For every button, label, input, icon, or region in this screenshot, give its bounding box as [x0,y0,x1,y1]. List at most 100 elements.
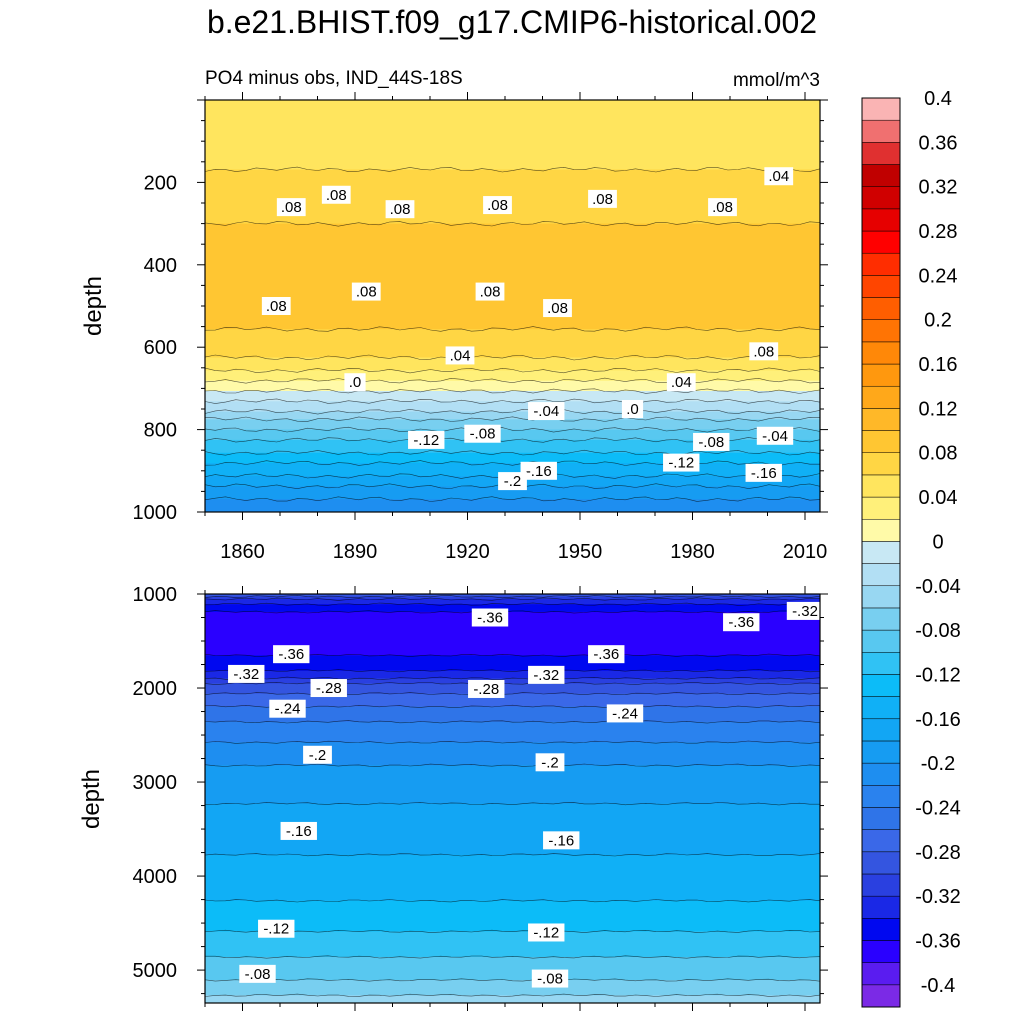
contour-band [205,604,820,613]
contour-line [205,449,820,456]
colorbar-box [861,607,901,631]
contour-label-text: -.16 [286,823,312,840]
contour-label: -.2 [303,745,332,764]
contour-line [205,802,820,806]
contour-line [205,426,820,433]
colorbar-box [861,452,901,476]
contour-label: .08 [708,198,737,217]
upper-axes: 1860 1890 1920 1950 1980 2010 200 400 600 800 1000 [133,92,828,563]
colorbar-box [861,873,901,897]
contour-line [205,597,820,601]
colorbar-box [861,984,901,1008]
contour-label-text: -.04 [533,403,559,420]
contour-label: -.2 [498,472,527,491]
colorbar-box [861,895,901,919]
contour-band [205,670,820,679]
contour-label: .08 [261,297,291,315]
contour-label-text: .08 [712,199,733,216]
contour-label: .0 [344,373,366,392]
colorbar-box [861,518,901,542]
contour-label-text: .08 [390,201,411,218]
contour-band [205,900,820,933]
contour-label: -.08 [239,964,276,983]
colorbar-tick-label: 0.24 [919,265,958,287]
contour-label-text: .08 [326,187,347,204]
colorbar-tick-label: -0.36 [915,930,961,952]
upper-panel-title: PO4 minus obs, IND_44S-18S [205,68,463,89]
contour-label: -.04 [756,426,794,445]
contour-label: -.08 [531,969,569,988]
contour-label-text: -.28 [473,681,499,698]
upper-y-axis-label: depth [80,276,107,336]
contour-label: .08 [321,185,351,204]
colorbar-tick-label: -0.32 [915,886,961,908]
upper-panel-units: mmol/m^3 [733,70,820,91]
contour-line [205,955,820,959]
colorbar-box [861,718,901,742]
colorbar-box [861,385,901,409]
contour-band [205,452,820,464]
colorbar-box [861,918,901,941]
contour-label: .04 [764,167,794,186]
contour-label: -.32 [786,601,824,620]
colorbar-tick-label: 0.4 [924,88,952,110]
colorbar-box [861,275,901,298]
contour-label: .0 [621,400,644,418]
contour-label-text: .08 [480,284,501,301]
contour-band [205,380,820,392]
contour-label-text: -.12 [263,921,289,938]
colorbar-box [861,851,901,875]
lower-contour-lines [205,594,820,997]
contour-label: -.32 [228,664,265,683]
x-tick-label: 1890 [333,541,378,563]
colorbar-tick-label: 0.32 [919,177,958,199]
colorbar-tick-label: -0.04 [915,576,961,598]
contour-label-text: .0 [626,401,639,418]
contour-band [205,742,820,766]
contour-label-text: -.32 [792,603,818,620]
lower-plot-frame [204,593,821,1004]
contour-band [205,678,820,685]
contour-label-text: -.12 [413,432,439,449]
contour-label: -.12 [408,430,445,449]
colorbar-box [861,430,901,453]
contour-label-text: -.36 [477,610,503,627]
contour-label: -.12 [663,453,700,472]
colorbar-tick-label: -0.16 [915,709,961,731]
colorbar-box [861,674,901,697]
upper-contour-labels: .08 .08 .08 .08 .08 .08 .04 .08 .08 .08 .08 .08 .04.… [261,167,794,491]
colorbar-tick-label: -0.28 [915,842,961,864]
colorbar-box [861,142,901,165]
contour-label-text: .08 [547,300,568,317]
contour-label: -.16 [543,831,580,850]
colorbar-box [861,829,901,853]
colorbar-box [861,807,901,830]
contour-label: -.24 [269,699,306,718]
contour-band [205,357,820,371]
contour-label-text: .08 [753,343,774,360]
contour-label: -.16 [745,463,782,482]
contour-line [205,602,820,606]
colorbar-box [861,208,901,232]
contour-line [205,669,820,673]
contour-label-text: -.28 [316,680,342,697]
contour-line [205,496,820,502]
contour-line [205,853,820,857]
contour-label-text: -.08 [537,971,563,988]
contour-label-text: -.12 [668,455,694,472]
contour-line [205,740,820,744]
contour-band [205,594,820,598]
contour-band [205,693,820,708]
colorbar-box [861,408,901,431]
colorbar-box [861,785,901,808]
colorbar-box [861,629,901,653]
contour-band [205,931,820,958]
contour-line [205,408,820,415]
contour-line [205,388,820,394]
contour-label: .08 [385,200,415,219]
contour-line [205,326,820,332]
contour-label: -.36 [471,608,509,627]
colorbar-tick-label: -0.24 [915,797,961,819]
contour-label-text: -.08 [470,426,496,443]
